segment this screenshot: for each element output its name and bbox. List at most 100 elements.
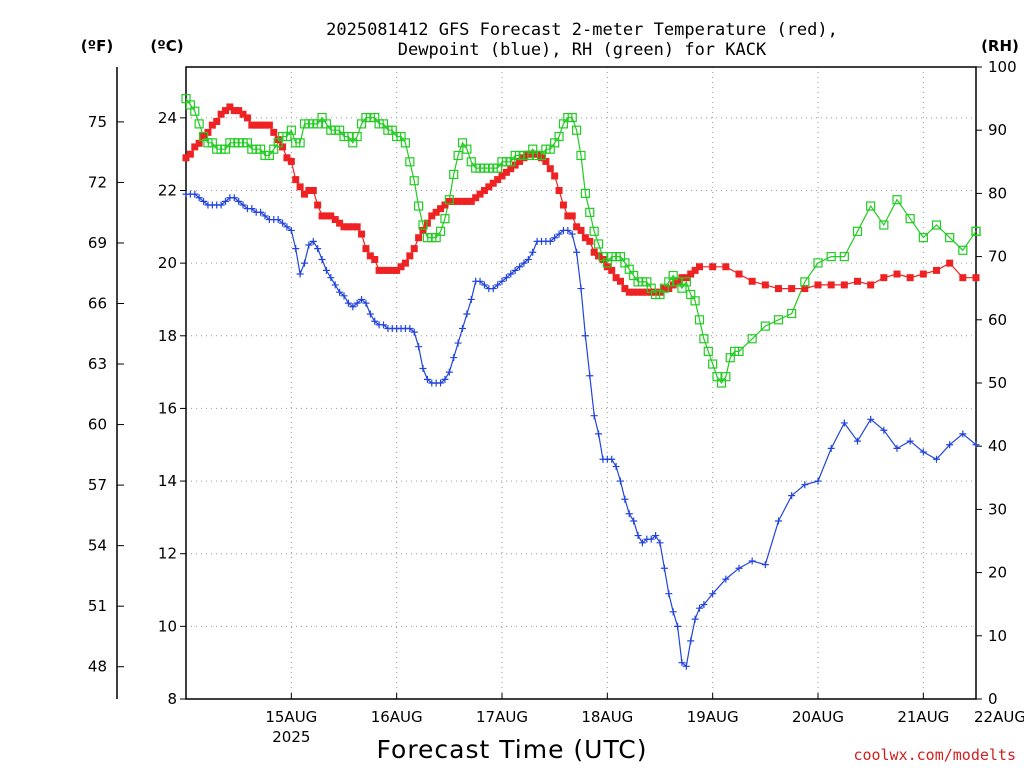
dewpoint-point: [573, 248, 581, 256]
temperature-point: [239, 110, 247, 118]
temperature-point: [621, 285, 629, 293]
plot-frame: [185, 66, 977, 700]
dewpoint-point: [222, 197, 229, 205]
dewpoint-point: [660, 564, 668, 572]
fahrenheit-unit-label: (ºF): [81, 37, 113, 55]
temperature-point: [393, 266, 401, 274]
temperature-point: [581, 234, 589, 242]
dewpoint-point: [775, 517, 782, 525]
rh-point: [405, 157, 415, 167]
rh-point: [703, 346, 713, 356]
celsius-tick-label: 14: [158, 472, 177, 490]
dewpoint-point: [200, 197, 208, 205]
dewpoint-point: [748, 557, 756, 565]
dewpoint-point: [972, 441, 980, 449]
temperature-point: [893, 270, 901, 278]
dewpoint-point: [336, 288, 344, 296]
dewpoint-point: [827, 444, 835, 452]
temperature-point: [384, 266, 392, 274]
dewpoint-point: [735, 564, 743, 572]
temperature-point: [959, 274, 967, 282]
dewpoint-point: [665, 590, 673, 598]
rh-point: [971, 226, 981, 236]
rh-tick-label: 0: [988, 690, 998, 708]
dewpoint-point: [191, 190, 199, 198]
dewpoint-point: [568, 230, 576, 238]
rh-point: [400, 138, 411, 148]
temperature-point: [437, 205, 445, 213]
dewpoint-point: [445, 368, 453, 376]
temperature-point: [283, 154, 291, 162]
temperature-point: [814, 281, 822, 289]
dewpoint-point: [274, 216, 282, 224]
dewpoint-point: [722, 575, 730, 583]
temperature-point: [371, 256, 379, 264]
rh-tick-label: 60: [988, 311, 1007, 329]
temperature-point: [634, 288, 642, 296]
x-tick-label: 19AUG: [687, 708, 739, 726]
x-tick-label: 17AUG: [476, 708, 528, 726]
temperature-point: [933, 266, 940, 274]
rh-tick-label: 50: [988, 374, 1007, 392]
temperature-point: [270, 128, 278, 136]
dewpoint-point: [314, 245, 322, 253]
temperature-point: [691, 266, 699, 274]
rh-point: [681, 277, 691, 287]
dewpoint-point: [441, 375, 449, 383]
rh-point: [760, 321, 770, 331]
temperature-point: [542, 157, 550, 165]
temperature-point: [946, 259, 954, 267]
celsius-tick-label: 18: [158, 327, 177, 345]
celsius-tick-label: 8: [167, 690, 177, 708]
rh-tick-label: 30: [988, 500, 1007, 518]
fahrenheit-tick-label: 48: [88, 658, 107, 676]
temperature-point: [906, 274, 914, 282]
temperature-point: [476, 190, 484, 198]
temperature-point: [467, 197, 475, 205]
dewpoint-point: [801, 481, 809, 489]
dewpoint-point: [437, 379, 445, 387]
temperature-point: [546, 165, 554, 173]
rh-point: [453, 150, 463, 161]
temperature-point: [388, 266, 396, 274]
dewpoint-point: [362, 299, 370, 307]
rh-tick-label: 20: [988, 564, 1007, 582]
temperature-point: [612, 274, 620, 282]
dewpoint-point: [511, 266, 519, 274]
temperature-point: [551, 172, 559, 180]
fahrenheit-tick-label: 51: [88, 597, 107, 615]
rh-point: [352, 131, 362, 142]
temperature-point: [366, 252, 374, 260]
dewpoint-point: [257, 208, 265, 216]
temperature-point: [235, 107, 243, 115]
dewpoint-point: [410, 328, 418, 336]
celsius-tick-label: 20: [158, 254, 177, 272]
temperature-point: [257, 121, 265, 129]
grid: [186, 67, 976, 699]
rh-point: [879, 220, 889, 230]
temperature-point: [208, 121, 216, 129]
dewpoint-point: [331, 281, 339, 289]
dewpoint-point: [380, 321, 387, 329]
temperature-point: [801, 285, 809, 293]
rh-point: [462, 144, 472, 154]
temperature-point: [362, 245, 370, 253]
temperature-point: [735, 270, 743, 278]
dewpoint-point: [788, 492, 796, 500]
rh-point: [918, 233, 928, 243]
dewpoint-point: [581, 332, 589, 340]
dewpoint-point: [880, 426, 888, 434]
temperature-point: [502, 168, 510, 176]
temperature-point: [489, 179, 497, 187]
temperature-point: [322, 212, 330, 220]
dewpoint-point: [814, 477, 822, 485]
temperature-point: [419, 226, 427, 234]
temperature-point: [555, 186, 563, 194]
temperature-point: [630, 288, 638, 296]
temperature-point: [287, 157, 295, 165]
temperature-point: [564, 212, 572, 220]
dewpoint-point: [292, 245, 300, 253]
temperature-point: [186, 150, 194, 158]
dewpoint-point: [217, 201, 225, 209]
rh-point: [435, 226, 446, 236]
